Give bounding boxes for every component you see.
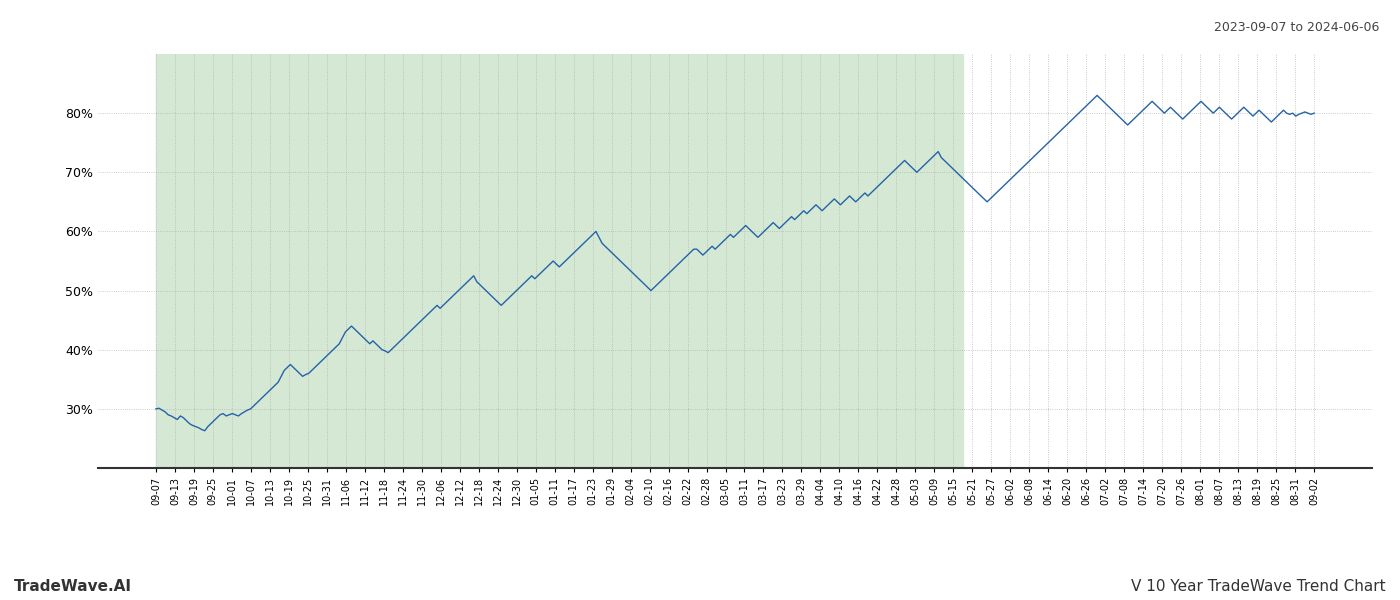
Text: V 10 Year TradeWave Trend Chart: V 10 Year TradeWave Trend Chart: [1131, 579, 1386, 594]
Bar: [155, 54, 963, 468]
Text: 2023-09-07 to 2024-06-06: 2023-09-07 to 2024-06-06: [1214, 21, 1379, 34]
Text: TradeWave.AI: TradeWave.AI: [14, 579, 132, 594]
